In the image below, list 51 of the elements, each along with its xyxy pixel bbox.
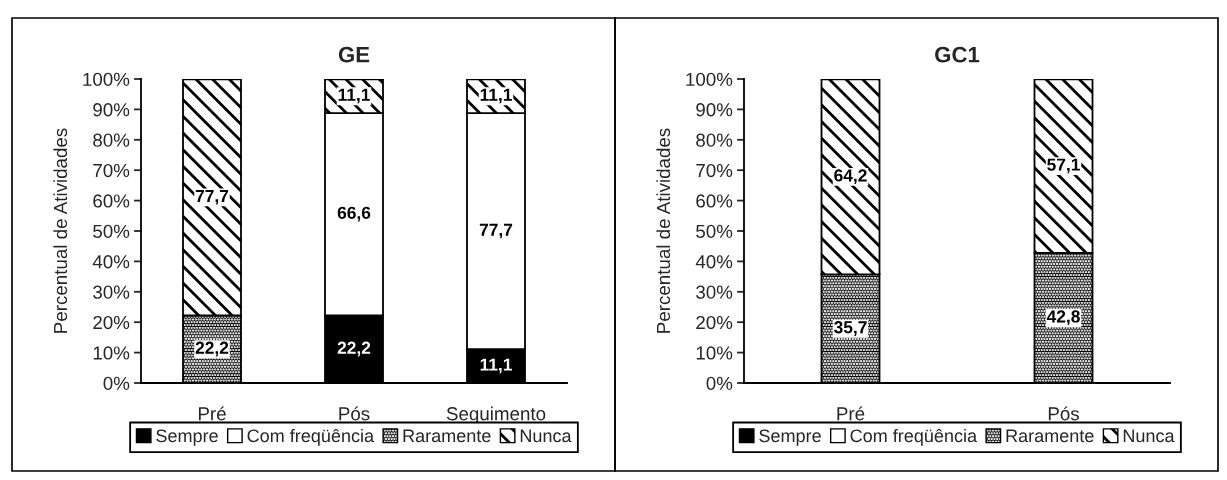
data-label: 11,1 (480, 88, 512, 104)
y-tick-label: 100% (686, 72, 733, 86)
y-axis-title: Percentual de Atividades (53, 128, 68, 333)
y-tick-label: 70% (93, 163, 130, 178)
y-tick-label: 60% (696, 194, 733, 208)
x-tick-label: Pré (198, 406, 226, 421)
legend-label: Sempre (156, 429, 218, 446)
chart-title: GC1 (935, 46, 980, 63)
legend-label: Raramente (1006, 429, 1094, 443)
y-tick-label: 20% (93, 315, 130, 330)
y-axis-title: Percentual de Atividades (656, 128, 671, 333)
x-tick-label: Seguimento (446, 406, 546, 425)
y-tick-label: 80% (696, 133, 733, 147)
y-tick-label: 100% (83, 72, 130, 86)
data-label: 66,6 (337, 206, 371, 222)
data-label: 77,7 (195, 189, 229, 205)
y-tick-label: 70% (696, 163, 733, 178)
legend-label: Com freqüência (850, 428, 978, 446)
legend-label: Nunca (520, 429, 572, 443)
data-label: 11,1 (338, 88, 370, 104)
legend-label: Sempre (759, 429, 821, 446)
legend-label: Nunca (1123, 429, 1175, 443)
data-label: 35,7 (834, 321, 867, 336)
y-tick-label: 0% (706, 376, 733, 390)
legend-label: Com freqüência (247, 428, 375, 446)
y-tick-label: 80% (93, 133, 130, 147)
x-tick-label: Pós (339, 406, 370, 421)
x-tick-label: Pós (1048, 406, 1079, 421)
y-tick-label: 10% (696, 346, 733, 360)
data-label: 22,2 (337, 341, 371, 357)
y-tick-label: 90% (93, 103, 130, 117)
y-tick-label: 50% (93, 224, 130, 238)
legend-label: Raramente (403, 429, 491, 443)
y-tick-label: 40% (92, 255, 130, 269)
y-tick-label: 10% (93, 346, 130, 360)
y-tick-label: 40% (695, 255, 733, 269)
data-label: 77,7 (479, 223, 513, 239)
y-tick-label: 20% (696, 315, 733, 330)
y-tick-label: 30% (93, 285, 130, 299)
data-label: 22,2 (195, 341, 229, 357)
data-label: 42,8 (1046, 310, 1080, 326)
y-tick-label: 30% (696, 285, 733, 299)
data-label: 64,2 (834, 169, 867, 185)
data-label: 11,1 (480, 358, 512, 374)
y-tick-label: 0% (103, 376, 130, 390)
data-label: 57,1 (1047, 158, 1080, 174)
x-tick-label: Pré (837, 406, 865, 421)
chart-title: GE (338, 46, 370, 63)
y-tick-label: 60% (93, 194, 130, 208)
y-tick-label: 90% (696, 103, 733, 117)
y-tick-label: 50% (696, 224, 733, 238)
